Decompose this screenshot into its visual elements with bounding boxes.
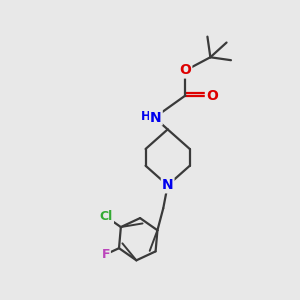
- Text: N: N: [162, 178, 173, 192]
- Text: Cl: Cl: [100, 210, 113, 224]
- Text: O: O: [206, 88, 218, 103]
- Text: H: H: [141, 110, 151, 123]
- Text: N: N: [150, 111, 162, 124]
- Text: F: F: [101, 248, 110, 261]
- Text: O: O: [179, 64, 191, 77]
